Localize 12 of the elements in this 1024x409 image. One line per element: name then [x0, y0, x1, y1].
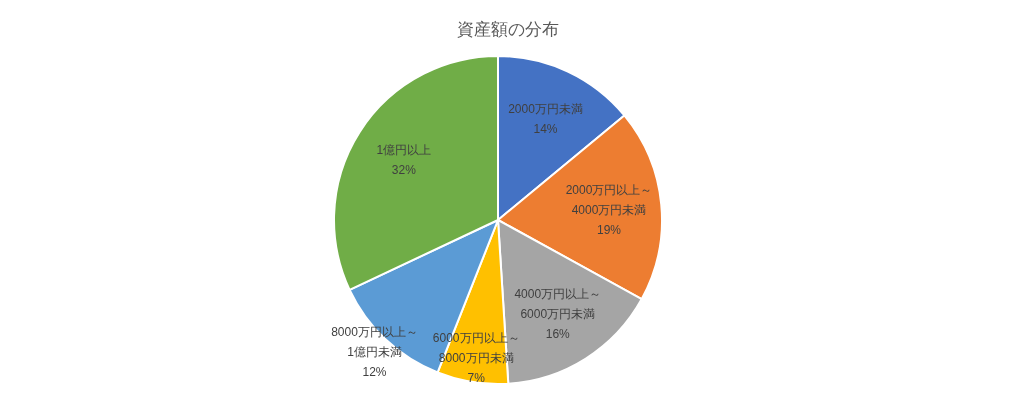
- slice-label: 8000万円以上～1億円未満: [331, 324, 418, 359]
- slice-label: 2000万円以上～4000万円未満: [565, 182, 653, 217]
- slice-label: 2000万円未満: [508, 102, 583, 117]
- data-label: 7%: [467, 370, 486, 385]
- data-label: 14%: [533, 122, 558, 137]
- slice-label: 1億円以上: [376, 143, 432, 158]
- data-label: 19%: [597, 222, 622, 237]
- data-label: 16%: [545, 327, 571, 342]
- data-label: 32%: [391, 163, 417, 178]
- slice-label: 4000万円以上～6000万円未満: [514, 287, 602, 322]
- chart-title: 資産額の分布: [457, 20, 559, 39]
- data-label: 12%: [362, 364, 387, 379]
